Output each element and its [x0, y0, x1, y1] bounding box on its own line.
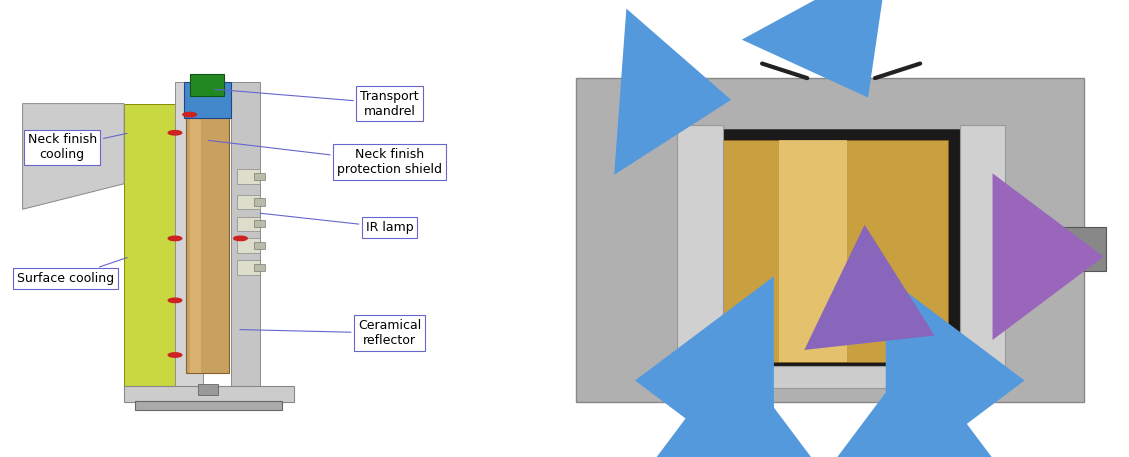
Bar: [175, 82, 203, 388]
Bar: [254, 198, 265, 206]
Bar: [124, 386, 294, 402]
Bar: [198, 384, 218, 395]
Bar: [124, 104, 175, 388]
Bar: [237, 195, 260, 209]
Bar: [254, 264, 265, 271]
Text: Surface cooling: Surface cooling: [17, 258, 128, 285]
Bar: [184, 82, 231, 118]
Circle shape: [168, 131, 182, 135]
Bar: [677, 129, 982, 373]
Text: Neck finish
protection shield: Neck finish protection shield: [208, 140, 443, 176]
Text: IR lamp: IR lamp: [260, 213, 413, 234]
Bar: [254, 220, 265, 228]
Text: Neck finish
cooling: Neck finish cooling: [27, 133, 128, 161]
Bar: [237, 217, 260, 231]
Bar: [231, 82, 260, 388]
Text: Transport
mandrel: Transport mandrel: [215, 89, 419, 117]
Circle shape: [234, 236, 247, 240]
Bar: [231, 82, 260, 388]
Bar: [237, 239, 260, 253]
Bar: [190, 74, 224, 96]
Circle shape: [168, 236, 182, 240]
Bar: [254, 173, 265, 180]
Bar: [175, 82, 203, 388]
Bar: [1061, 228, 1106, 271]
Bar: [576, 78, 1084, 402]
Circle shape: [168, 353, 182, 357]
Bar: [779, 140, 847, 362]
Bar: [677, 366, 960, 388]
Bar: [186, 111, 229, 373]
Circle shape: [183, 112, 196, 117]
Bar: [135, 400, 282, 409]
Bar: [254, 242, 265, 250]
Polygon shape: [23, 104, 124, 209]
Circle shape: [168, 298, 182, 303]
Bar: [237, 260, 260, 275]
Bar: [960, 126, 1005, 381]
Bar: [237, 169, 260, 184]
Text: Ceramical
reflector: Ceramical reflector: [239, 319, 421, 347]
Bar: [711, 140, 948, 362]
Bar: [190, 111, 201, 373]
Bar: [677, 126, 723, 381]
